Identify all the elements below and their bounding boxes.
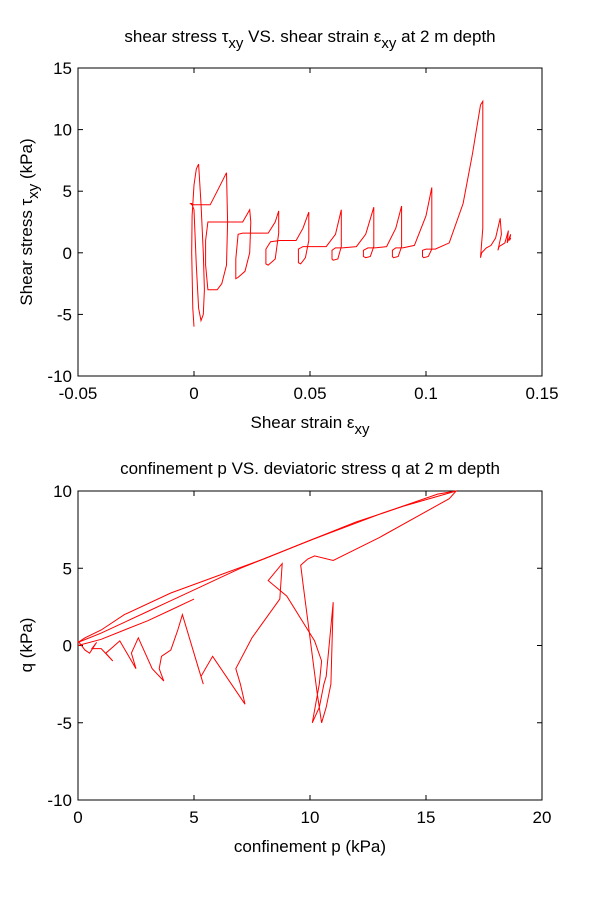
x-tick-label: 0.1 [414, 384, 438, 403]
x-tick-label: 5 [189, 808, 198, 827]
data-lines [77, 490, 458, 724]
x-tick-label: 0 [73, 808, 82, 827]
axis-ticks: 0 5 10 15 20 -10 -5 0 5 10 [47, 482, 551, 827]
series-line-p-q-inner [77, 598, 195, 646]
y-tick-label: -5 [57, 714, 72, 733]
y-tick-label: 0 [63, 637, 72, 656]
y-tick-label: 0 [63, 244, 72, 263]
y-tick-label: -10 [47, 791, 72, 810]
y-tick-label: 10 [53, 482, 72, 501]
x-tick-label: 20 [533, 808, 552, 827]
axis-ticks: -0.05 0 0.05 0.1 0.15 -10 -5 0 5 10 15 [47, 59, 558, 403]
y-tick-label: -5 [57, 305, 72, 324]
chart-confinement-deviatoric: confinement p VS. deviatoric stress q at… [17, 459, 551, 856]
y-tick-label: 15 [53, 59, 72, 78]
plot-area [77, 67, 543, 377]
x-tick-label: -0.05 [59, 384, 98, 403]
series-line-p-q-path [77, 490, 458, 724]
x-tick-label: 0 [189, 384, 198, 403]
y-tick-label: 5 [63, 182, 72, 201]
y-axis-label: Shear stress τxy (kPa) [17, 138, 42, 305]
x-tick-label: 15 [417, 808, 436, 827]
chart-title: shear stress τxy VS. shear strain εxy at… [124, 27, 495, 52]
x-tick-label: 0.15 [525, 384, 558, 403]
y-axis-label: q (kPa) [17, 618, 36, 673]
y-tick-label: 5 [63, 559, 72, 578]
x-axis-label: Shear strain εxy [251, 413, 370, 438]
data-lines [189, 99, 512, 327]
series-line-p-q-return [77, 490, 457, 643]
chart-title: confinement p VS. deviatoric stress q at… [120, 459, 500, 478]
series-line-stress-strain [189, 99, 512, 327]
y-tick-label: -10 [47, 367, 72, 386]
plot-area [77, 490, 543, 801]
x-tick-label: 10 [301, 808, 320, 827]
x-tick-label: 0.05 [293, 384, 326, 403]
y-tick-label: 10 [53, 121, 72, 140]
chart-shear-stress-strain: shear stress τxy VS. shear strain εxy at… [17, 27, 559, 438]
x-axis-label: confinement p (kPa) [234, 837, 386, 856]
